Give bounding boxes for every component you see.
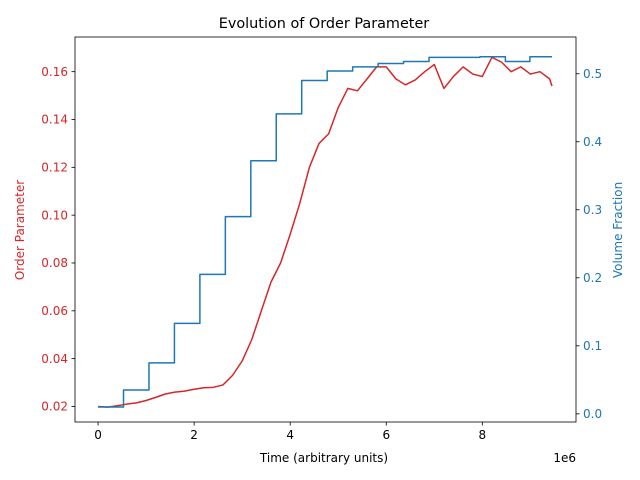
left-y-tick-label: 0.14 bbox=[41, 113, 68, 127]
chart-title: Evolution of Order Parameter bbox=[219, 16, 430, 32]
left-y-tick-label: 0.10 bbox=[41, 208, 68, 222]
left-y-tick-label: 0.04 bbox=[41, 352, 68, 366]
right-y-axis-title: Volume Fraction bbox=[611, 182, 625, 278]
right-y-tick-label: 0.0 bbox=[583, 407, 602, 421]
x-axis-offset-label: 1e6 bbox=[553, 451, 576, 465]
left-y-tick-label: 0.08 bbox=[41, 256, 68, 270]
x-tick-label: 6 bbox=[382, 428, 390, 442]
plot-frame bbox=[74, 36, 577, 423]
order-parameter-line bbox=[98, 56, 553, 408]
left-y-axis-title: Order Parameter bbox=[13, 180, 27, 280]
x-tick-label: 0 bbox=[94, 428, 102, 442]
right-y-tick-label: 0.2 bbox=[583, 271, 602, 285]
x-tick-label: 2 bbox=[190, 428, 198, 442]
x-tick-label: 8 bbox=[479, 428, 487, 442]
right-y-tick-label: 0.1 bbox=[583, 339, 602, 353]
x-tick-label: 4 bbox=[286, 428, 294, 442]
volume-fraction-line bbox=[98, 55, 552, 408]
left-y-tick-label: 0.12 bbox=[41, 161, 68, 175]
plot-layer bbox=[98, 55, 553, 408]
left-y-tick-label: 0.02 bbox=[41, 400, 68, 414]
left-y-tick-label: 0.16 bbox=[41, 65, 68, 79]
axes-layer: 0 2 4 6 8 0.02 0.04 0.06 0.08 0.10 0.12 0.14 0.16 0.0… bbox=[41, 36, 602, 442]
x-axis-title: Time (arbitrary units) bbox=[259, 451, 388, 465]
left-y-tick-label: 0.06 bbox=[41, 304, 68, 318]
right-y-tick-label: 0.4 bbox=[583, 135, 602, 149]
right-y-tick-label: 0.5 bbox=[583, 67, 602, 81]
right-y-tick-label: 0.3 bbox=[583, 203, 602, 217]
